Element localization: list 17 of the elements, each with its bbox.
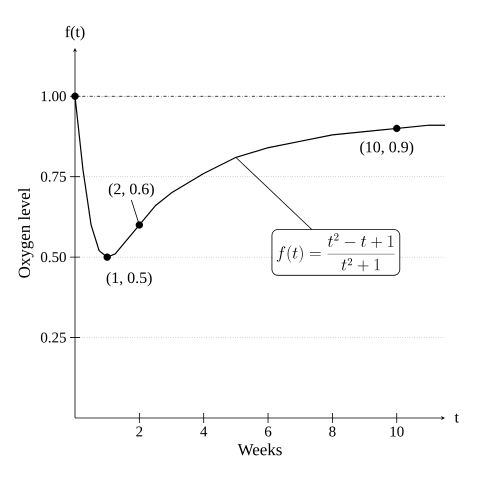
x-tick-label: 10: [390, 426, 404, 437]
x-axis-title: Weeks: [238, 443, 282, 456]
y-tick-label: 0.75: [40, 172, 66, 182]
annotation: (1, 0.5): [106, 272, 152, 286]
text: t: [454, 413, 459, 423]
annotation: $f(t) = \frac{t^2 - t + 1}{t^2 + 1}$: [276, 233, 395, 272]
y-axis-title: Oxygen level: [18, 188, 34, 278]
x-tick-label: 4: [200, 426, 208, 436]
annotation: (10, 0.9): [360, 141, 414, 156]
y-tick-label: 1.00: [42, 91, 66, 102]
annotation: (2, 0.6): [108, 183, 154, 198]
x-tick-label: 6: [264, 426, 272, 437]
y-tick-label: 0.25: [40, 332, 66, 343]
x-tick-label: 8: [329, 426, 336, 437]
text: f(t): [65, 26, 84, 40]
y-tick-label: 0.50: [40, 252, 66, 262]
x-tick-label: 2: [136, 426, 142, 436]
